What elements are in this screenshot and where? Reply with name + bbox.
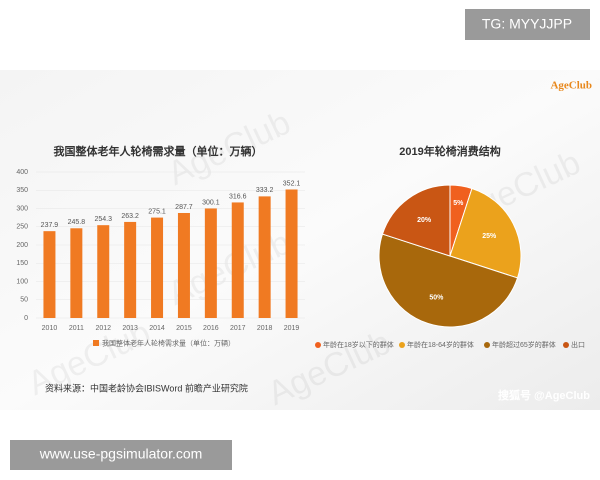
legend-swatch: [93, 340, 99, 346]
source: 资料来源：中国老龄协会IBISWord 前瞻产业研究院: [45, 382, 248, 393]
data-label: 20%: [417, 217, 432, 224]
y-tick-label: 400: [16, 169, 28, 176]
bar: [258, 196, 271, 318]
legend-label: 我国整体老年人轮椅需求量（单位：万辆）: [102, 338, 235, 347]
x-tick-label: 2010: [42, 325, 58, 332]
legend-swatch: [315, 342, 321, 348]
data-label: 237.9: [41, 222, 59, 229]
data-label: 50%: [429, 295, 444, 302]
data-label: 275.1: [148, 208, 166, 215]
y-tick-label: 250: [16, 224, 28, 231]
y-tick-label: 300: [16, 205, 28, 212]
y-tick-label: 350: [16, 187, 28, 194]
pie-slice: [378, 233, 519, 328]
data-label: 254.3: [94, 216, 112, 223]
y-tick-label: 0: [24, 315, 28, 322]
data-label: 263.2: [121, 213, 139, 220]
y-tick-label: 50: [20, 297, 28, 304]
x-tick-label: 2017: [230, 325, 246, 332]
tag: TG: MYYJJPP: [482, 16, 572, 32]
chart-title: 我国整体老年人轮椅需求量（单位：万辆）: [54, 144, 263, 158]
x-tick-label: 2011: [69, 325, 84, 332]
x-tick-label: 2015: [176, 325, 192, 332]
bar: [124, 221, 137, 318]
credit: 搜狐号 @AgeClub: [498, 388, 590, 402]
data-label: 5%: [453, 200, 464, 207]
chart-title: 2019年轮椅消费结构: [399, 144, 500, 158]
x-tick-label: 2016: [203, 325, 219, 332]
site-box: [10, 440, 232, 470]
data-label: 300.1: [202, 199, 220, 206]
pie-slice: [381, 184, 451, 257]
x-tick-label: 2014: [149, 325, 165, 332]
bar: [204, 208, 217, 318]
tag-box: [465, 9, 590, 40]
bar: [285, 189, 298, 318]
legend-swatch: [563, 342, 569, 348]
bar: [177, 212, 190, 318]
legend-label: 出口: [571, 340, 585, 349]
data-label: 316.6: [229, 193, 247, 200]
x-tick-label: 2018: [257, 325, 273, 332]
data-label: 352.1: [283, 180, 301, 187]
bar: [43, 231, 56, 318]
legend-label: 年龄在18岁以下的群体: [323, 340, 394, 349]
y-tick-label: 150: [16, 260, 28, 267]
bar: [231, 202, 244, 318]
data-label: 287.7: [175, 204, 193, 211]
pie-slice: [449, 187, 522, 279]
bar: [97, 225, 110, 318]
legend-swatch: [484, 342, 490, 348]
data-label: 333.2: [256, 187, 274, 194]
x-tick-label: 2012: [95, 325, 111, 332]
legend-swatch: [399, 342, 405, 348]
bar: [151, 217, 164, 318]
x-tick-label: 2013: [122, 325, 138, 332]
legend-label: 年龄在18-64岁的群体: [407, 340, 474, 349]
data-label: 25%: [482, 233, 497, 240]
data-label: 245.8: [68, 219, 86, 226]
logo: AgeClub: [550, 80, 592, 92]
bar: [70, 228, 83, 318]
y-tick-label: 200: [16, 242, 28, 249]
legend-label: 年龄超过65岁的群体: [492, 340, 556, 349]
site: www.use-pgsimulator.com: [39, 446, 203, 462]
y-tick-label: 100: [16, 278, 28, 285]
x-tick-label: 2019: [284, 325, 300, 332]
